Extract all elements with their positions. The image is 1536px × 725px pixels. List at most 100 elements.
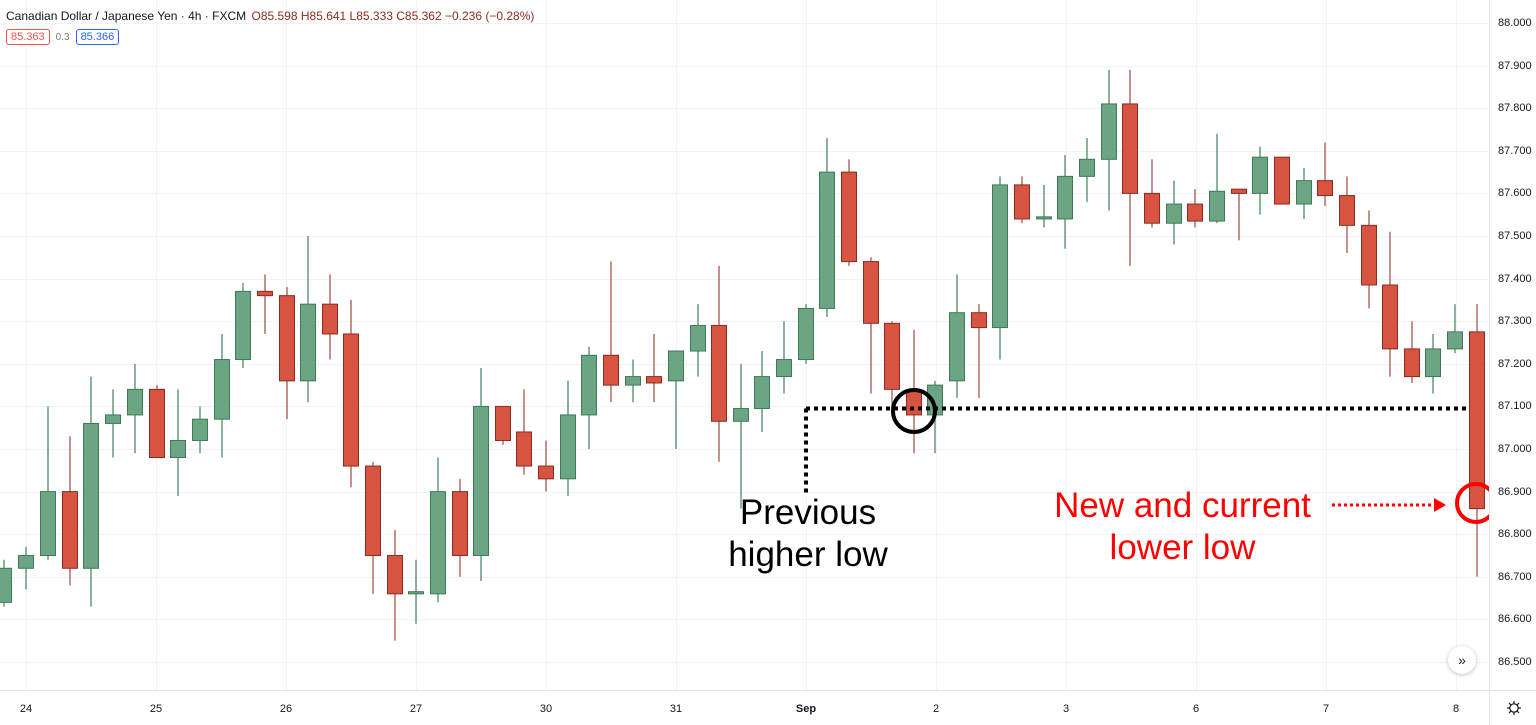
grid-line-vertical (1066, 0, 1067, 690)
grid-line-horizontal (0, 108, 1489, 109)
double-chevron-right-icon: » (1458, 652, 1466, 668)
ohlc-values: O85.598 H85.641 L85.333 C85.362 −0.236 (… (251, 9, 535, 23)
candle-body (127, 388, 143, 416)
candle-body (1144, 192, 1160, 224)
new-low-circle (1455, 482, 1489, 524)
candle-body (365, 465, 381, 557)
chart-settings-button[interactable] (1489, 690, 1536, 725)
candle-body (1361, 224, 1377, 286)
candle-body (387, 555, 403, 595)
trade-badges: 85.363 0.3 85.366 (6, 29, 120, 45)
candle-body (560, 414, 576, 480)
candle-body (1187, 203, 1203, 222)
grid-line-vertical (416, 0, 417, 690)
candle-body (1339, 195, 1355, 226)
candle-body (1122, 103, 1138, 194)
price-tick-label: 87.600 (1498, 187, 1532, 200)
candle-body (257, 290, 273, 297)
buy-price-button[interactable]: 85.366 (75, 29, 120, 45)
sell-price-button[interactable]: 85.363 (6, 29, 50, 45)
grid-line-horizontal (0, 662, 1489, 663)
time-tick-label: Sep (795, 703, 817, 715)
candle-body (300, 303, 316, 382)
time-tick-label: 30 (539, 703, 553, 715)
candle-body (170, 439, 186, 459)
candle-body (668, 350, 684, 382)
candle-body (1382, 284, 1398, 350)
grid-line-horizontal (0, 364, 1489, 365)
price-tick-label: 87.300 (1498, 315, 1532, 328)
candle-body (798, 307, 814, 361)
candle-body (18, 555, 34, 569)
candlestick-series (0, 69, 1489, 641)
grid-line-horizontal (0, 492, 1489, 493)
candle-body (105, 414, 121, 424)
price-tick-label: 87.500 (1498, 230, 1532, 242)
grid-line-horizontal (0, 279, 1489, 280)
candle-body (690, 324, 706, 352)
time-tick-label: 27 (409, 703, 423, 715)
candle-body (1317, 180, 1333, 197)
time-axis[interactable]: 24 25 26 27 30 31 Sep 2 3 6 7 8 (0, 690, 1489, 725)
candle-body (279, 295, 295, 382)
candle-body (343, 333, 359, 467)
grid-line-horizontal (0, 66, 1489, 67)
price-tick-label: 87.200 (1498, 357, 1532, 370)
price-tick-label: 88.000 (1498, 17, 1532, 29)
candle-body (1447, 331, 1463, 350)
symbol-title: Canadian Dollar / Japanese Yen · 4h · FX… (6, 9, 247, 23)
candle-body (754, 376, 770, 410)
candle-body (0, 567, 12, 603)
grid-line-vertical (676, 0, 677, 690)
grid-line-vertical (1326, 0, 1327, 690)
candle-body (1296, 180, 1312, 205)
scroll-to-realtime-button[interactable]: » (1448, 646, 1476, 674)
grid-line-horizontal (0, 236, 1489, 237)
candle-body (149, 388, 165, 459)
candle-body (949, 312, 965, 382)
price-tick-label: 87.400 (1498, 272, 1532, 285)
time-tick-label: 7 (1322, 703, 1330, 715)
grid-line-vertical (1196, 0, 1197, 690)
price-tick-label: 86.500 (1498, 656, 1532, 668)
candle-body (625, 376, 641, 386)
chart-pane[interactable]: Canadian Dollar / Japanese Yen · 4h · FX… (0, 0, 1489, 690)
candle-body (408, 591, 424, 595)
arrow-head-icon (1434, 498, 1446, 512)
previous-low-circle (891, 388, 937, 434)
candle-body (971, 312, 987, 329)
candle-body (884, 322, 900, 390)
candle-body (83, 422, 99, 569)
candle-body (538, 465, 554, 480)
grid-line-horizontal (0, 406, 1489, 407)
candle-body (711, 324, 727, 422)
candle-body (646, 376, 662, 384)
grid-line-horizontal (0, 23, 1489, 24)
candle-body (473, 405, 489, 556)
candle-body (1404, 348, 1420, 378)
grid-line-horizontal (0, 577, 1489, 578)
price-axis[interactable]: 88.000 87.900 87.800 87.700 87.600 87.500 87.4… (1489, 0, 1536, 690)
candle-body (906, 390, 922, 416)
candle-body (776, 359, 792, 378)
time-tick-label: 26 (279, 703, 293, 715)
symbol-legend: Canadian Dollar / Japanese Yen · 4h · FX… (6, 9, 534, 23)
candle-body (235, 290, 251, 361)
candle-body (1209, 190, 1225, 222)
time-tick-label: 3 (1062, 703, 1070, 715)
candle-body (214, 359, 230, 420)
price-tick-label: 86.900 (1498, 485, 1532, 498)
candle-body (733, 408, 749, 422)
price-tick-label: 87.800 (1498, 102, 1532, 115)
grid-line-horizontal (0, 321, 1489, 322)
grid-line-horizontal (0, 151, 1489, 152)
grid-line-horizontal (0, 193, 1489, 194)
candle-body (495, 405, 511, 441)
new-lower-low-label: New and current lower low (1030, 485, 1335, 569)
price-tick-label: 87.100 (1498, 400, 1532, 413)
price-tick-label: 86.700 (1498, 570, 1532, 583)
candle-body (1425, 348, 1441, 378)
price-tick-label: 86.800 (1498, 528, 1532, 541)
grid-line-vertical (156, 0, 157, 690)
spread-value: 0.3 (55, 31, 70, 43)
